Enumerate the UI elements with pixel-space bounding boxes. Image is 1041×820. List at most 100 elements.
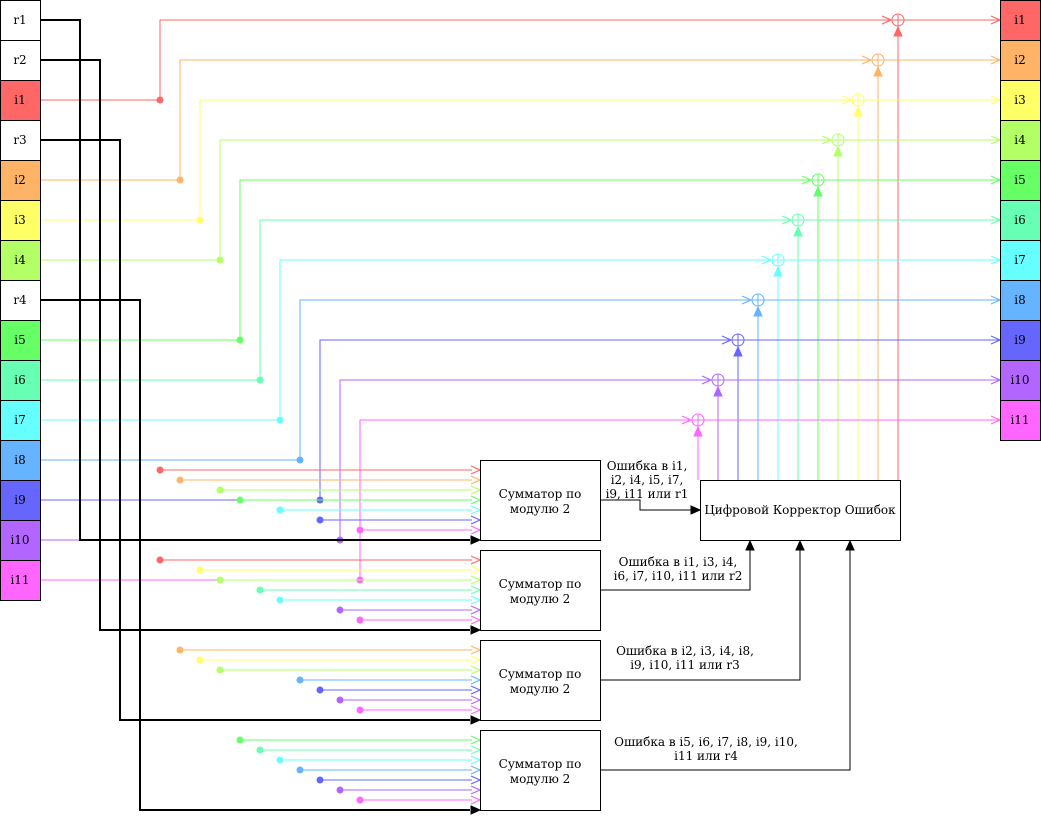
right-cell-label: i4 — [1014, 133, 1026, 147]
left-cell-box — [0, 200, 41, 241]
adder2-arrow-i10 — [470, 605, 482, 615]
error-corrector: Цифровой Корректор Ошибок — [700, 480, 901, 541]
junction-i6 — [256, 376, 264, 384]
junction-i4 — [216, 256, 224, 264]
right-cell-label: i5 — [1014, 173, 1025, 187]
corr-arrow-i6 — [793, 225, 803, 237]
branch-dot-i3 — [196, 566, 204, 574]
left-cell-label: i10 — [10, 533, 29, 547]
adder4-arrow-i11 — [470, 795, 482, 805]
left-cell-label: r2 — [13, 53, 26, 67]
adder2-arrow-i3 — [470, 565, 482, 575]
left-cell-i5: i5 — [0, 320, 41, 361]
right-cell-i1: i1 — [1000, 0, 1041, 41]
branch-dot-i2 — [176, 476, 184, 484]
left-cell-box — [0, 240, 41, 281]
branch-dot-i11 — [356, 706, 364, 714]
info-arrow-i4 — [821, 135, 833, 145]
right-cell-label: i3 — [1014, 93, 1025, 107]
info-arrow-i1 — [881, 15, 893, 25]
right-cell-i8: i8 — [1000, 280, 1041, 321]
adder4-arrow-i9 — [470, 775, 482, 785]
branch-dot-i4 — [216, 666, 224, 674]
info-arrow-i8 — [741, 295, 753, 305]
info-trunk-i2 — [179, 59, 869, 180]
cells-layer: r1 r2 i1 r3 i2 i3 i4 r4 i5 i6 i7 i8 i9 i10 i11 i1 i2 i3 i4… — [0, 0, 1041, 601]
left-cell-box — [0, 360, 41, 401]
info-trunk-i5 — [239, 179, 809, 340]
info-trunk-i3 — [199, 99, 849, 220]
left-cell-i3: i3 — [0, 200, 41, 241]
left-cell-label: i4 — [14, 253, 26, 267]
adder-label-2: модулю 2 — [510, 772, 571, 786]
left-cell-i4: i4 — [0, 240, 41, 281]
corrector-box — [700, 480, 901, 541]
branch-dot-i1 — [156, 556, 164, 564]
branch-dot-i9 — [316, 686, 324, 694]
right-cell-i10: i10 — [1000, 360, 1041, 401]
corr-arrow-i5 — [813, 185, 823, 197]
info-arrow-i2 — [861, 55, 873, 65]
left-cell-box — [0, 0, 41, 41]
corrector-label: Цифровой Корректор Ошибок — [704, 503, 896, 517]
right-cell-label: i2 — [1014, 53, 1025, 67]
branch-dot-i3 — [196, 656, 204, 664]
right-cell-i4: i4 — [1000, 120, 1041, 161]
info-arrow-i3 — [841, 95, 853, 105]
right-cell-box — [1000, 40, 1041, 81]
branch-dot-i6 — [256, 746, 264, 754]
left-cell-box — [0, 560, 41, 601]
info-trunk-i8 — [299, 299, 749, 460]
adder-label-2: модулю 2 — [510, 682, 571, 696]
adder-label-2: модулю 2 — [510, 592, 571, 606]
adder1-arrow-i11 — [470, 525, 482, 535]
right-cell-label: i11 — [1010, 413, 1029, 427]
left-cell-r1: r1 — [0, 0, 41, 41]
adder1-arrow-i2 — [470, 475, 482, 485]
adder2-out-arrow — [745, 539, 755, 551]
info-trunk-i6 — [259, 219, 789, 380]
adder1-arrow-i4 — [470, 485, 482, 495]
adder4-arrow-i6 — [470, 745, 482, 755]
right-cell-label: i7 — [1014, 253, 1025, 267]
adder-box — [480, 550, 601, 631]
adder-label-2: модулю 2 — [510, 502, 571, 516]
error-note-line: Ошибка в i1, i3, i4, — [619, 555, 738, 569]
corr-arrow-i2 — [873, 65, 883, 77]
error-note-line: i9, i10, i11 или r3 — [630, 658, 740, 672]
left-cell-i6: i6 — [0, 360, 41, 401]
adder3-out-arrow — [795, 539, 805, 551]
parity-r2 — [41, 59, 470, 631]
info-arrow-i5 — [801, 175, 813, 185]
adder-box — [480, 640, 601, 721]
adder-label-1: Сумматор по — [499, 667, 582, 681]
branch-dot-i7 — [276, 506, 284, 514]
left-cell-box — [0, 520, 41, 561]
adder-label-1: Сумматор по — [499, 757, 582, 771]
left-cell-i8: i8 — [0, 440, 41, 481]
adder1-arrow-i7 — [470, 505, 482, 515]
error-note-4: Ошибка в i5, i6, i7, i8, i9, i10,i11 или… — [614, 735, 798, 763]
left-cell-label: r3 — [13, 133, 26, 147]
branch-dot-i2 — [176, 646, 184, 654]
junction-i3 — [196, 216, 204, 224]
junction-i7 — [276, 416, 284, 424]
adder3-arrow-i2 — [470, 645, 482, 655]
right-cell-i3: i3 — [1000, 80, 1041, 121]
left-cell-r4: r4 — [0, 280, 41, 321]
right-cell-i9: i9 — [1000, 320, 1041, 361]
right-cell-i5: i5 — [1000, 160, 1041, 201]
info-trunk-i4 — [219, 139, 829, 260]
right-cell-i6: i6 — [1000, 200, 1041, 241]
adder3-out — [600, 549, 801, 681]
info-trunk-i7 — [279, 259, 769, 420]
left-cell-label: i5 — [14, 333, 25, 347]
adder-box — [480, 460, 601, 541]
left-cell-box — [0, 120, 41, 161]
adder2-out — [600, 549, 751, 591]
left-cell-box — [0, 80, 41, 121]
left-cell-label: i1 — [14, 93, 25, 107]
adder2-arrow-i1 — [470, 555, 482, 565]
